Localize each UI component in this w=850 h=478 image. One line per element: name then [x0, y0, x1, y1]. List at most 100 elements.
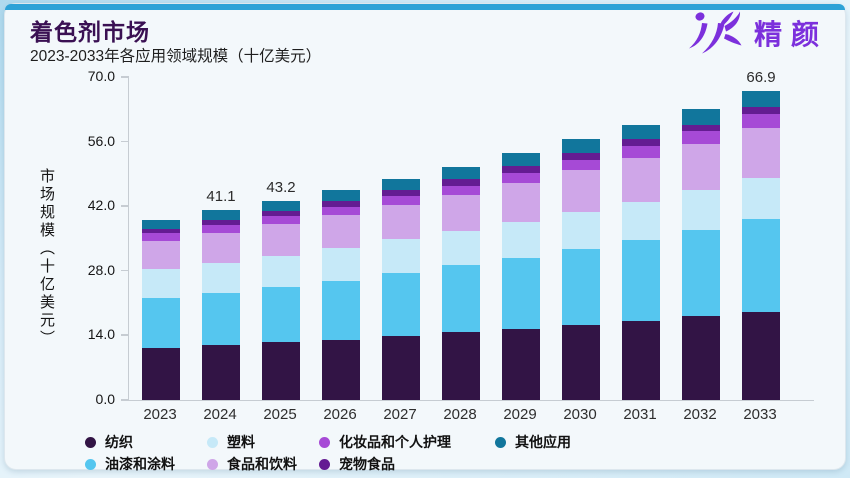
bar-segment-2025-s5[interactable] — [262, 210, 300, 216]
bar-segment-2023-s0[interactable] — [142, 347, 180, 400]
legend-item-series-2[interactable]: 塑料 — [207, 432, 319, 452]
bar-segment-2027-s4[interactable] — [382, 195, 420, 205]
bar-segment-2025-s0[interactable] — [262, 342, 300, 400]
bar-segment-2027-s0[interactable] — [382, 335, 420, 400]
bar-segment-2027-s2[interactable] — [382, 239, 420, 274]
bar-segment-2028-s3[interactable] — [442, 195, 480, 231]
bar-segment-2032-s1[interactable] — [682, 230, 720, 317]
bar-segment-2030-s4[interactable] — [562, 159, 600, 171]
bar-segment-2032-s5[interactable] — [682, 124, 720, 132]
bar-segment-2024-s5[interactable] — [202, 220, 240, 226]
bar-segment-2023-s4[interactable] — [142, 233, 180, 241]
bar-segment-2029-s4[interactable] — [502, 172, 540, 183]
bar-segment-2030-s6[interactable] — [562, 139, 600, 154]
bar-2028[interactable] — [442, 167, 480, 400]
bar-segment-2033-s5[interactable] — [742, 107, 780, 115]
bar-segment-2031-s1[interactable] — [622, 240, 660, 321]
bar-2030[interactable] — [562, 139, 600, 400]
bar-segment-2027-s5[interactable] — [382, 190, 420, 196]
legend-item-series-6[interactable]: 其他应用 — [495, 432, 571, 452]
bar-segment-2024-s0[interactable] — [202, 345, 240, 400]
bar-segment-2030-s3[interactable] — [562, 170, 600, 212]
bar-2031[interactable] — [622, 124, 660, 400]
bar-segment-2032-s6[interactable] — [682, 109, 720, 125]
bar-segment-2028-s2[interactable] — [442, 230, 480, 266]
bar-2023[interactable] — [142, 219, 180, 400]
bar-segment-2033-s3[interactable] — [742, 127, 780, 178]
x-axis-label-2029: 2029 — [503, 406, 537, 423]
bar-segment-2028-s6[interactable] — [442, 167, 480, 180]
bar-segment-2031-s2[interactable] — [622, 201, 660, 241]
bar-segment-2027-s3[interactable] — [382, 204, 420, 240]
bar-segment-2023-s5[interactable] — [142, 228, 180, 234]
bar-segment-2030-s2[interactable] — [562, 211, 600, 250]
bar-segment-2028-s4[interactable] — [442, 185, 480, 196]
bar-segment-2029-s0[interactable] — [502, 328, 540, 400]
x-axis-label-2030: 2030 — [563, 406, 597, 423]
bar-segment-2026-s0[interactable] — [322, 339, 360, 400]
bar-segment-2026-s5[interactable] — [322, 201, 360, 207]
legend-item-series-5[interactable]: 宠物食品 — [319, 454, 495, 474]
bar-segment-2029-s3[interactable] — [502, 182, 540, 222]
bar-segment-2032-s3[interactable] — [682, 143, 720, 191]
bar-segment-2033-s6[interactable] — [742, 91, 780, 108]
bar-segment-2029-s5[interactable] — [502, 166, 540, 173]
bar-2026[interactable] — [322, 190, 360, 400]
bar-segment-2026-s6[interactable] — [322, 190, 360, 202]
bar-segment-2033-s4[interactable] — [742, 114, 780, 128]
bar-segment-2024-s6[interactable] — [202, 210, 240, 221]
bar-segment-2023-s6[interactable] — [142, 219, 180, 229]
bar-segment-2032-s4[interactable] — [682, 131, 720, 144]
bar-2025[interactable]: 43.2 — [262, 179, 300, 400]
bar-segment-2031-s4[interactable] — [622, 146, 660, 158]
bar-2032[interactable] — [682, 109, 720, 400]
chart-subtitle: 2023-2033年各应用领域规模（十亿美元） — [30, 48, 322, 65]
bar-segment-2029-s2[interactable] — [502, 221, 540, 258]
bar-segment-2028-s5[interactable] — [442, 179, 480, 186]
bar-segment-2026-s3[interactable] — [322, 215, 360, 249]
bar-segment-2025-s1[interactable] — [262, 286, 300, 343]
bar-total-label-2033: 66.9 — [746, 69, 776, 87]
bar-segment-2028-s1[interactable] — [442, 265, 480, 333]
bar-segment-2033-s0[interactable] — [742, 311, 780, 400]
bar-2027[interactable] — [382, 178, 420, 400]
bar-segment-2031-s0[interactable] — [622, 320, 660, 400]
bar-segment-2030-s1[interactable] — [562, 249, 600, 325]
bar-segment-2032-s0[interactable] — [682, 316, 720, 400]
bar-segment-2032-s2[interactable] — [682, 190, 720, 231]
legend-item-series-0[interactable]: 纺织 — [85, 432, 207, 452]
bar-segment-2025-s3[interactable] — [262, 224, 300, 256]
bar-segment-2025-s4[interactable] — [262, 215, 300, 225]
bar-segment-2026-s2[interactable] — [322, 248, 360, 281]
bar-segment-2024-s3[interactable] — [202, 232, 240, 263]
bar-segment-2027-s6[interactable] — [382, 178, 420, 191]
bar-2033[interactable]: 66.9 — [742, 69, 780, 400]
bar-segment-2030-s5[interactable] — [562, 153, 600, 160]
bar-segment-2024-s1[interactable] — [202, 292, 240, 346]
bar-segment-2026-s1[interactable] — [322, 280, 360, 340]
bar-2024[interactable]: 41.1 — [202, 188, 240, 400]
bar-segment-2030-s0[interactable] — [562, 324, 600, 400]
legend-item-series-3[interactable]: 食品和饮料 — [207, 454, 319, 474]
bar-segment-2033-s2[interactable] — [742, 177, 780, 220]
bar-segment-2025-s2[interactable] — [262, 255, 300, 287]
bar-segment-2026-s4[interactable] — [322, 206, 360, 216]
bar-segment-2027-s1[interactable] — [382, 273, 420, 336]
bar-segment-2029-s6[interactable] — [502, 153, 540, 167]
legend-item-series-4[interactable]: 化妆品和个人护理 — [319, 432, 495, 452]
bar-segment-2024-s4[interactable] — [202, 225, 240, 233]
bar-segment-2031-s3[interactable] — [622, 157, 660, 202]
bar-segment-2024-s2[interactable] — [202, 262, 240, 293]
bar-segment-2031-s6[interactable] — [622, 124, 660, 140]
bar-2029[interactable] — [502, 153, 540, 400]
bar-segment-2023-s2[interactable] — [142, 268, 180, 299]
legend-item-series-1[interactable]: 油漆和涂料 — [85, 454, 207, 474]
bar-segment-2033-s1[interactable] — [742, 219, 780, 312]
bar-segment-2023-s3[interactable] — [142, 240, 180, 269]
bar-segment-2023-s1[interactable] — [142, 298, 180, 348]
bar-segment-2025-s6[interactable] — [262, 200, 300, 211]
bar-segment-2028-s0[interactable] — [442, 332, 480, 400]
bar-segment-2029-s1[interactable] — [502, 257, 540, 329]
bar-segment-2031-s5[interactable] — [622, 139, 660, 147]
legend-label: 宠物食品 — [339, 456, 395, 472]
